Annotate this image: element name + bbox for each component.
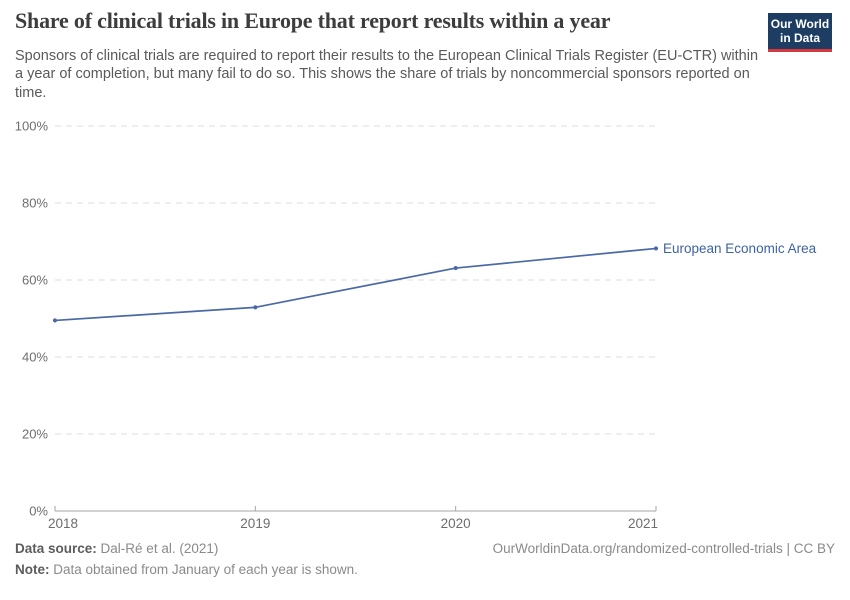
y-axis-tick-label: 100%	[15, 119, 49, 134]
trend-line[interactable]	[54, 247, 657, 322]
data-source-label: Data source:	[15, 541, 97, 556]
data-point[interactable]	[653, 246, 659, 251]
y-axis-tick-label: 80%	[22, 196, 48, 211]
owid-logo-line2: in Data	[779, 31, 820, 45]
x-axis-tick-label: 2020	[441, 516, 471, 531]
data-point[interactable]	[453, 265, 458, 271]
y-axis-tick-label: 20%	[22, 427, 48, 442]
data-point[interactable]	[52, 318, 58, 323]
x-axis-tick-label: 2018	[48, 516, 78, 531]
x-axis-tick-label: 2019	[240, 516, 270, 531]
page-title: Share of clinical trials in Europe that …	[15, 8, 611, 33]
x-axis-tick-label: 2021	[628, 516, 658, 531]
chart-svg: 0% 20% 40% 60% 80% 100% 2018 2019 2020 2021 Europe…	[15, 119, 817, 532]
y-axis-tick-label: 40%	[22, 350, 48, 365]
data-source-line: Data source: Dal-Ré et al. (2021)	[15, 541, 358, 556]
owid-logo[interactable]: Our World in Data	[768, 13, 832, 52]
line-chart: 0% 20% 40% 60% 80% 100% 2018 2019 2020 2021 Europe…	[0, 105, 850, 545]
note-line: Note: Data obtained from January of each…	[15, 562, 358, 577]
owid-logo-line1: Our World	[770, 16, 830, 31]
note-label: Note:	[15, 562, 50, 577]
chart-footer: Data source: Dal-Ré et al. (2021) Note: …	[15, 541, 835, 577]
data-point[interactable]	[253, 305, 258, 310]
y-axis-tick-label: 60%	[22, 273, 48, 288]
note-value: Data obtained from January of each year …	[53, 562, 358, 577]
data-source-value: Dal-Ré et al. (2021)	[100, 541, 219, 556]
credit-link[interactable]: OurWorldinData.org/randomized-controlled…	[492, 541, 835, 556]
footer-left: Data source: Dal-Ré et al. (2021) Note: …	[15, 541, 358, 577]
y-axis-tick-label: 0%	[29, 504, 48, 519]
chart-subtitle: Sponsors of clinical trials are required…	[15, 48, 759, 101]
series-end-label[interactable]: European Economic Area	[663, 241, 817, 256]
